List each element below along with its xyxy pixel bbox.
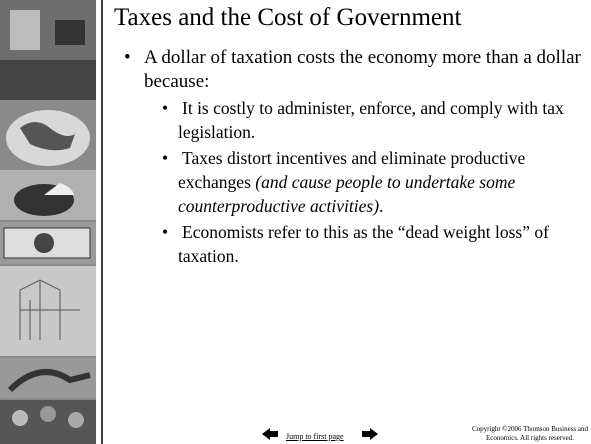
copyright-line: Economics. All rights reserved.: [470, 434, 590, 443]
sub-bullet: It is costly to administer, enforce, and…: [158, 96, 591, 144]
sub-bullet: Economists refer to this as the “dead we…: [158, 220, 591, 268]
copyright: Copyright ©2006 Thomson Business and Eco…: [470, 425, 590, 443]
sub-bullet-tail: .: [379, 196, 383, 216]
jump-link[interactable]: Jump to first page: [286, 432, 344, 441]
image-strip: [0, 0, 104, 444]
sub-bullet: Taxes distort incentives and eliminate p…: [158, 146, 591, 218]
slide-title: Taxes and the Cost of Government: [114, 4, 461, 32]
copyright-line: Copyright ©2006 Thomson Business and: [470, 425, 590, 434]
slide: Taxes and the Cost of Government A dolla…: [0, 0, 591, 444]
bullet-text: A dollar of taxation costs the economy m…: [124, 47, 581, 92]
prev-arrow[interactable]: [262, 428, 278, 440]
next-arrow[interactable]: [362, 428, 378, 440]
bullet: A dollar of taxation costs the economy m…: [124, 46, 591, 270]
